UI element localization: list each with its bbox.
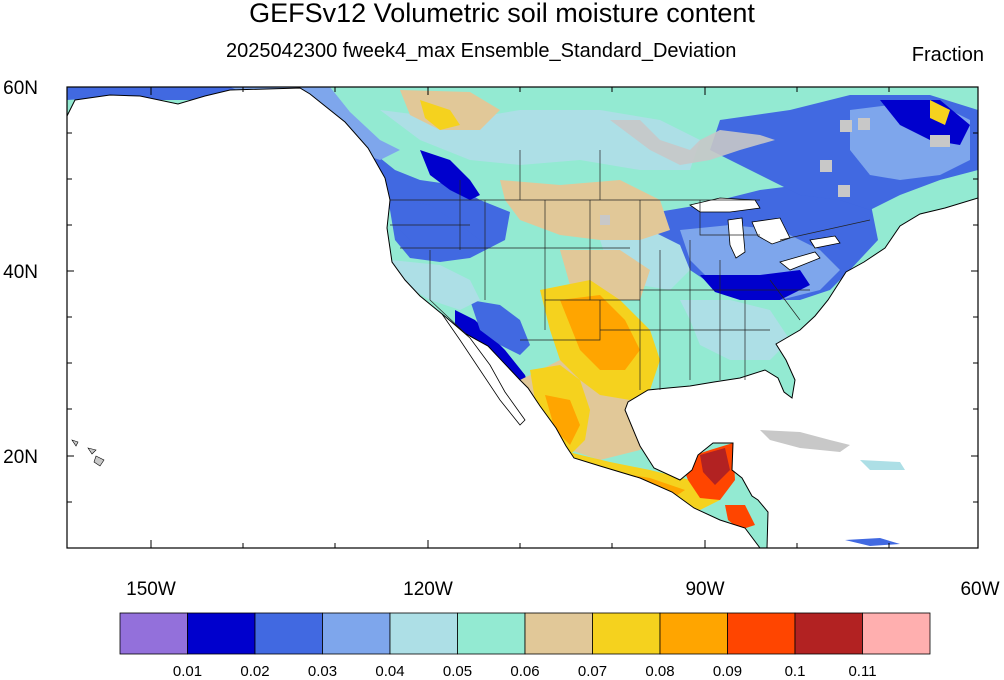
colorbar-box xyxy=(119,612,188,655)
colorbar-label: 0.09 xyxy=(713,663,742,680)
colorbar-label: 0.05 xyxy=(443,663,472,680)
lon-label-150w: 150W xyxy=(126,579,176,600)
colorbar-label: 0.11 xyxy=(848,663,876,680)
colorbar-label: 0.1 xyxy=(785,663,806,680)
colorbar-box xyxy=(187,612,256,655)
colorbar-label: 0.02 xyxy=(240,663,269,680)
colorbar-label: 0.06 xyxy=(510,663,539,680)
colorbar-box xyxy=(659,612,728,655)
colorbar-label: 0.08 xyxy=(645,663,674,680)
colorbar-box xyxy=(524,612,593,655)
colorbar-label: 0.07 xyxy=(578,663,607,680)
colorbar-label: 0.01 xyxy=(173,663,202,680)
colorbar xyxy=(119,612,931,655)
lon-label-60w: 60W xyxy=(960,579,999,600)
colorbar-box xyxy=(389,612,458,655)
colorbar-box xyxy=(322,612,391,655)
colorbar-label: 0.03 xyxy=(308,663,337,680)
lat-label-60n: 60N xyxy=(3,78,38,99)
colorbar-box xyxy=(592,612,661,655)
units-label: Fraction xyxy=(911,44,984,66)
axis-ticks xyxy=(67,86,978,548)
colorbar-box xyxy=(457,612,526,655)
lon-label-120w: 120W xyxy=(403,579,453,600)
lat-label-20n: 20N xyxy=(3,447,38,468)
colorbar-label: 0.04 xyxy=(375,663,404,680)
colorbar-box xyxy=(862,612,931,655)
colorbar-labels: 0.01 0.02 0.03 0.04 0.05 0.06 0.07 0.08 0.09 0.1 0… xyxy=(173,663,877,680)
colorbar-box xyxy=(254,612,323,655)
lat-label-40n: 40N xyxy=(3,262,38,283)
colorbar-box xyxy=(727,612,796,655)
colorbar-box xyxy=(794,612,863,655)
lon-label-90w: 90W xyxy=(685,579,724,600)
plot-title: GEFSv12 Volumetric soil moisture content xyxy=(249,0,755,28)
plot-subtitle: 2025042300 fweek4_max Ensemble_Standard_… xyxy=(226,40,737,62)
